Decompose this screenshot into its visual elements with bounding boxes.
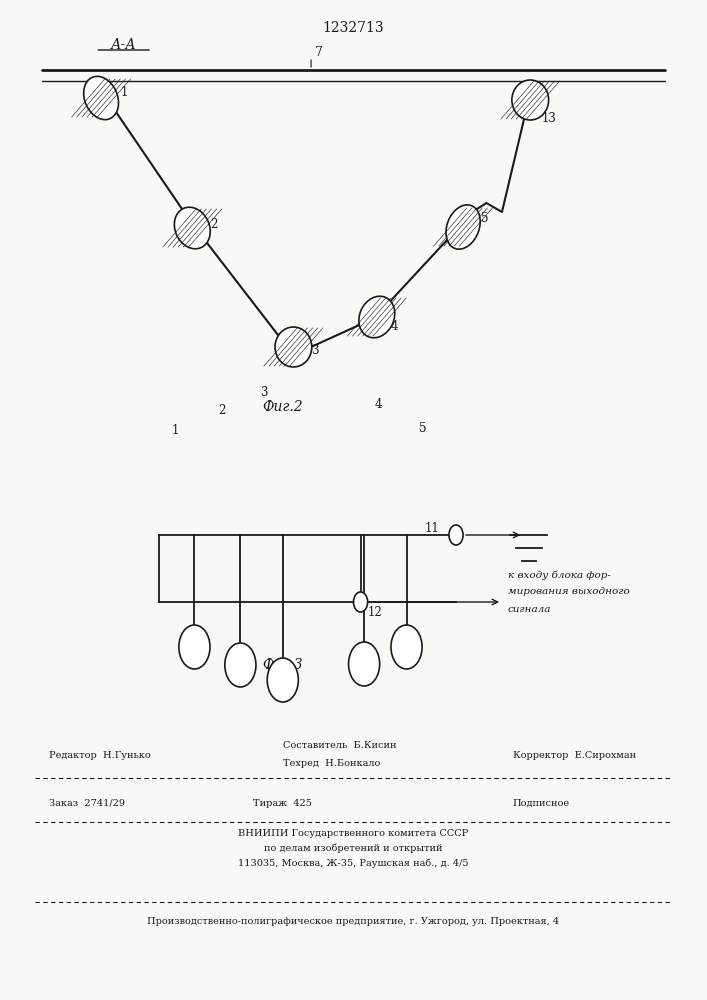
Text: сигнала: сигнала	[508, 604, 551, 613]
Circle shape	[354, 592, 368, 612]
Text: 3: 3	[311, 344, 319, 357]
Text: 4: 4	[375, 398, 382, 412]
Text: 3: 3	[260, 385, 268, 398]
Circle shape	[391, 625, 422, 669]
Text: к входу блока фор-: к входу блока фор-	[508, 570, 611, 580]
Text: Корректор  Е.Сирохман: Корректор Е.Сирохман	[513, 752, 636, 760]
Ellipse shape	[175, 207, 210, 249]
Text: Техред  Н.Бонкало: Техред Н.Бонкало	[283, 758, 380, 768]
Text: 11: 11	[424, 522, 439, 534]
Ellipse shape	[83, 76, 119, 120]
Text: мирования выходного: мирования выходного	[508, 587, 629, 596]
Text: 4: 4	[391, 320, 399, 334]
Text: 5: 5	[481, 212, 489, 225]
Circle shape	[349, 642, 380, 686]
Text: 12: 12	[368, 606, 382, 619]
Circle shape	[225, 643, 256, 687]
Ellipse shape	[359, 296, 395, 338]
Text: А-А: А-А	[111, 38, 136, 52]
Text: Тираж  425: Тираж 425	[253, 798, 312, 808]
Text: Производственно-полиграфическое предприятие, г. Ужгород, ул. Проектная, 4: Производственно-полиграфическое предприя…	[148, 918, 559, 926]
Text: 5: 5	[419, 422, 426, 434]
Ellipse shape	[446, 205, 480, 249]
Circle shape	[449, 525, 463, 545]
Text: Редактор  Н.Гунько: Редактор Н.Гунько	[49, 752, 151, 760]
Text: 13: 13	[542, 111, 556, 124]
Text: 7: 7	[315, 45, 322, 58]
Text: ВНИИПИ Государственного комитета СССР: ВНИИПИ Государственного комитета СССР	[238, 828, 469, 838]
Text: Фиг.2: Фиг.2	[262, 400, 303, 414]
Text: 1232713: 1232713	[322, 21, 385, 35]
Text: Фиг.3: Фиг.3	[262, 658, 303, 672]
Circle shape	[267, 658, 298, 702]
Ellipse shape	[512, 80, 549, 120]
Text: Заказ  2741/29: Заказ 2741/29	[49, 798, 125, 808]
Text: 113035, Москва, Ж-35, Раушская наб., д. 4/5: 113035, Москва, Ж-35, Раушская наб., д. …	[238, 858, 469, 868]
Text: 2: 2	[211, 219, 218, 232]
Circle shape	[179, 625, 210, 669]
Text: Подписное: Подписное	[513, 798, 570, 808]
Text: по делам изобретений и открытий: по делам изобретений и открытий	[264, 843, 443, 853]
Text: 2: 2	[218, 403, 225, 416]
Text: 1: 1	[120, 87, 127, 100]
Text: 1: 1	[172, 424, 179, 436]
Ellipse shape	[275, 327, 312, 367]
Text: Составитель  Б.Кисин: Составитель Б.Кисин	[283, 742, 397, 750]
